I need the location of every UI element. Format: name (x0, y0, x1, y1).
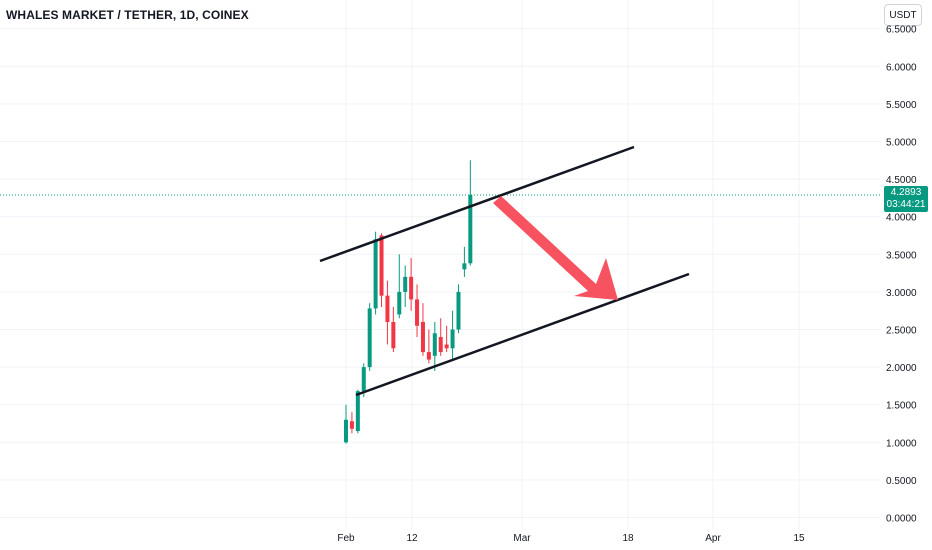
candle (468, 160, 473, 266)
candle (432, 321, 437, 371)
candle (349, 412, 354, 434)
lower-channel-line[interactable] (355, 272, 690, 397)
candle-body (444, 344, 449, 349)
price-axis-label: 3.5000 (886, 250, 917, 261)
candle (450, 310, 455, 360)
candle (367, 303, 372, 371)
candle (403, 265, 408, 307)
candle (397, 254, 402, 319)
time-axis-label: Feb (337, 533, 355, 544)
time-axis-label: 18 (622, 533, 634, 544)
candle (344, 404, 348, 444)
candle-body (373, 239, 378, 309)
candles (344, 160, 473, 444)
price-axis-label: 5.5000 (886, 100, 917, 111)
price-axis-label: 1.0000 (886, 438, 917, 449)
price-axis-label: 6.0000 (886, 62, 917, 73)
candle (355, 389, 360, 434)
drawings[interactable] (319, 145, 690, 397)
candle-body (403, 276, 408, 292)
candle-body (468, 194, 473, 264)
time-axis-label: Apr (705, 533, 721, 544)
candle-body (397, 291, 402, 315)
candle (409, 258, 414, 311)
upper-channel-line[interactable] (319, 145, 635, 263)
last-price-value: 4.2893 (890, 187, 922, 198)
candle (426, 329, 431, 364)
time-axis: Feb 12 Mar 18 Apr 15 (337, 533, 805, 544)
candle-body (367, 308, 372, 368)
candle-body (344, 419, 348, 443)
grid (0, 0, 880, 530)
candle-body (426, 352, 431, 360)
candle-body (409, 276, 414, 300)
price-axis: 6.5000 6.0000 5.5000 5.0000 4.5000 4.0000 3.50… (886, 25, 917, 525)
candle-body (415, 299, 420, 326)
price-axis-label: 1.5000 (886, 401, 917, 412)
candle (444, 325, 449, 353)
countdown-timer: 03:44:21 (886, 199, 926, 210)
candle-body (432, 333, 437, 356)
candle-body (379, 235, 384, 296)
candle (391, 306, 396, 353)
candle-body (438, 337, 443, 353)
candle-body (462, 263, 467, 270)
price-axis-label: 0.5000 (886, 476, 917, 487)
time-axis-label: Mar (513, 533, 531, 544)
candle-body (420, 321, 425, 353)
candle (415, 284, 420, 338)
price-axis-label: 3.0000 (886, 288, 917, 299)
price-axis-label: 0.0000 (886, 514, 917, 525)
candle (379, 233, 384, 307)
price-axis-label: 2.0000 (886, 363, 917, 374)
candle-body (361, 367, 366, 392)
candle (456, 284, 461, 334)
last-price-tag: 4.2893 03:44:21 (884, 186, 928, 212)
candle-body (391, 321, 396, 349)
price-axis-label: 4.0000 (886, 213, 917, 224)
price-axis-label: 4.5000 (886, 175, 917, 186)
candle-body (450, 329, 455, 349)
chart-title: WHALES MARKET / TETHER, 1D, COINEX (6, 8, 249, 22)
candle-body (385, 295, 390, 322)
candle (462, 246, 467, 277)
candle (385, 280, 390, 345)
time-axis-label: 12 (406, 533, 418, 544)
price-axis-label: 6.5000 (886, 25, 917, 36)
price-axis-label: 2.5000 (886, 326, 917, 337)
time-axis-label: 15 (793, 533, 805, 544)
currency-button[interactable]: USDT (884, 4, 922, 26)
down-arrow-drawing[interactable] (493, 196, 618, 300)
candle-body (349, 421, 354, 429)
candle (420, 303, 425, 356)
price-axis-label: 5.0000 (886, 138, 917, 149)
candle (373, 231, 378, 315)
candle-body (456, 291, 461, 330)
candle (438, 318, 443, 356)
candle-body (355, 391, 360, 432)
